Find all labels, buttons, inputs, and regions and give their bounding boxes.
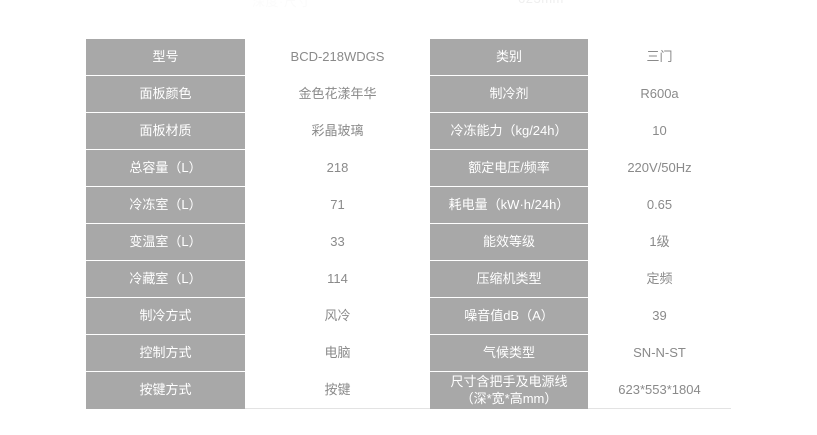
spec-label-left: 制冷方式 xyxy=(86,298,245,335)
spec-value-left: 风冷 xyxy=(245,298,430,335)
top-ghost-strip: 深度·尺寸 623mm xyxy=(0,0,817,18)
spec-label-right: 冷冻能力（kg/24h） xyxy=(430,113,588,150)
spec-value-left: 114 xyxy=(245,261,430,298)
table-row: 面板材质 彩晶玻璃 冷冻能力（kg/24h） 10 xyxy=(86,113,731,150)
table-row: 面板颜色 金色花漾年华 制冷剂 R600a xyxy=(86,76,731,113)
spec-label-left: 型号 xyxy=(86,39,245,76)
spec-value-right: 0.65 xyxy=(588,187,731,224)
specification-table-body: 型号 BCD-218WDGS 类别 三门 面板颜色 金色花漾年华 制冷剂 R600a 面板材质彩… xyxy=(86,39,731,409)
table-row: 变温室（L） 33 能效等级 1级 xyxy=(86,224,731,261)
ghost-text-left: 深度·尺寸 xyxy=(252,0,311,9)
spec-label-right: 额定电压/频率 xyxy=(430,150,588,187)
spec-label-right: 耗电量（kW·h/24h） xyxy=(430,187,588,224)
table-row: 制冷方式 风冷 噪音值dB（A） 39 xyxy=(86,298,731,335)
spec-label-right: 压缩机类型 xyxy=(430,261,588,298)
spec-value-right: R600a xyxy=(588,76,731,113)
table-row: 型号 BCD-218WDGS 类别 三门 xyxy=(86,39,731,76)
spec-value-right: 1级 xyxy=(588,224,731,261)
spec-value-left: 218 xyxy=(245,150,430,187)
spec-label-left: 总容量（L） xyxy=(86,150,245,187)
spec-value-left: 电脑 xyxy=(245,335,430,372)
spec-value-right: 623*553*1804 xyxy=(588,372,731,409)
ghost-text-right: 623mm xyxy=(518,0,564,6)
spec-label-left: 冷冻室（L） xyxy=(86,187,245,224)
spec-label-left: 按键方式 xyxy=(86,372,245,409)
spec-label-right: 类别 xyxy=(430,39,588,76)
spec-value-left: BCD-218WDGS xyxy=(245,39,430,76)
spec-label-left: 控制方式 xyxy=(86,335,245,372)
spec-value-right: 10 xyxy=(588,113,731,150)
spec-value-right: SN-N-ST xyxy=(588,335,731,372)
spec-label-right: 气候类型 xyxy=(430,335,588,372)
spec-label-left: 变温室（L） xyxy=(86,224,245,261)
specification-table: 型号 BCD-218WDGS 类别 三门 面板颜色 金色花漾年华 制冷剂 R600a 面板材质彩… xyxy=(86,39,731,409)
table-row: 总容量（L） 218 额定电压/频率 220V/50Hz xyxy=(86,150,731,187)
spec-label-left: 面板颜色 xyxy=(86,76,245,113)
spec-label-left: 面板材质 xyxy=(86,113,245,150)
spec-value-right: 220V/50Hz xyxy=(588,150,731,187)
spec-value-left: 彩晶玻璃 xyxy=(245,113,430,150)
spec-value-right: 三门 xyxy=(588,39,731,76)
spec-value-left: 按键 xyxy=(245,372,430,409)
table-row: 控制方式 电脑 气候类型 SN-N-ST xyxy=(86,335,731,372)
table-row: 冷藏室（L） 114 压缩机类型 定频 xyxy=(86,261,731,298)
spec-value-left: 33 xyxy=(245,224,430,261)
spec-label-left: 冷藏室（L） xyxy=(86,261,245,298)
spec-label-right: 能效等级 xyxy=(430,224,588,261)
spec-value-left: 71 xyxy=(245,187,430,224)
spec-value-left: 金色花漾年华 xyxy=(245,76,430,113)
spec-value-right: 39 xyxy=(588,298,731,335)
table-row: 冷冻室（L） 71 耗电量（kW·h/24h） 0.65 xyxy=(86,187,731,224)
table-row: 按键方式 按键 尺寸含把手及电源线 （深*宽*高mm） 623*553*1804 xyxy=(86,372,731,409)
specification-table-container: 型号 BCD-218WDGS 类别 三门 面板颜色 金色花漾年华 制冷剂 R600a 面板材质彩… xyxy=(86,39,731,409)
spec-label-right: 制冷剂 xyxy=(430,76,588,113)
spec-label-right: 噪音值dB（A） xyxy=(430,298,588,335)
spec-value-right: 定频 xyxy=(588,261,731,298)
spec-label-right: 尺寸含把手及电源线 （深*宽*高mm） xyxy=(430,372,588,409)
